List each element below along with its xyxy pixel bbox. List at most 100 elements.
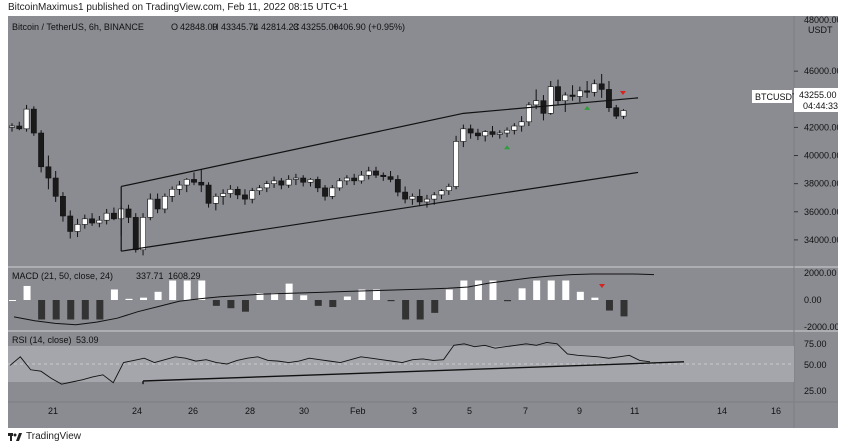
macd-tick-0: 0.00: [804, 295, 822, 305]
time-label: Feb: [350, 406, 366, 416]
candle-up: [431, 194, 438, 200]
macd-histogram-bar: [518, 288, 526, 300]
rsi-tick-50: 50.00: [804, 360, 827, 370]
candle-up: [285, 179, 292, 186]
time-label: 24: [132, 406, 142, 416]
macd-histogram-bar: [314, 300, 322, 306]
time-label: 21: [48, 406, 58, 416]
candle-up: [409, 196, 416, 200]
candle-down: [475, 132, 481, 137]
macd-histogram-bar: [212, 300, 220, 306]
macd-histogram-bar: [300, 295, 308, 300]
publish-caption: BitcoinMaximus1 published on TradingView…: [8, 2, 349, 13]
time-label: 7: [523, 406, 528, 416]
candle-up: [212, 196, 219, 204]
macd-histogram-bar: [576, 291, 584, 300]
time-label: 11: [630, 406, 639, 416]
candle-down: [598, 83, 605, 90]
candle-down: [569, 94, 576, 97]
candle-down: [132, 217, 139, 251]
candle-up: [576, 90, 583, 97]
time-label: 26: [188, 406, 198, 416]
macd-histogram-bar: [271, 292, 279, 300]
bullish-marker-icon: [584, 105, 591, 110]
candle-up: [140, 217, 146, 251]
macd-histogram-bar: [605, 300, 613, 311]
price-tick: 40000.00: [804, 151, 838, 161]
chart-canvas[interactable]: Bitcoin / TetherUS, 6h, BINANCE O 42848.…: [8, 15, 842, 428]
candle-up: [74, 224, 81, 232]
time-label: 28: [245, 406, 255, 416]
macd-histogram-bar: [285, 283, 293, 300]
candle-up: [147, 198, 154, 218]
candle-down: [278, 180, 285, 186]
price-candles: [9, 73, 627, 256]
macd-histogram-bar: [81, 300, 89, 320]
rsi-tick-25: 25.00: [804, 386, 827, 396]
macd-histogram-bar: [562, 280, 570, 300]
candle-down: [416, 196, 423, 203]
candle-down: [387, 176, 394, 180]
candle-up: [496, 132, 503, 135]
candle-up: [453, 141, 459, 187]
macd-histogram-bar: [52, 300, 60, 320]
macd-histogram-bar: [489, 280, 497, 300]
candle-up: [271, 180, 277, 184]
symbol-title: Bitcoin / TetherUS, 6h, BINANCE: [12, 22, 144, 32]
candle-down: [52, 177, 59, 197]
candle-up: [533, 100, 540, 106]
macd-histogram-bar: [140, 297, 148, 300]
candle-down: [555, 86, 561, 101]
ticker-label: BTCUSDT: [755, 92, 798, 102]
candle-up: [445, 186, 452, 191]
macd-tick-bottom: -2000.00: [804, 322, 838, 332]
candle-up: [183, 179, 190, 186]
candle-up: [482, 131, 489, 137]
bearish-marker-icon: [619, 91, 626, 95]
macd-tick-2000: 2000.00: [804, 268, 837, 278]
rsi-trend-line: [143, 361, 685, 382]
macd-histogram-bar: [460, 280, 468, 300]
macd-histogram-bar: [373, 289, 380, 300]
macd-signal-line: [13, 273, 655, 326]
candle-down: [394, 179, 401, 193]
macd-histogram-bar: [96, 300, 104, 320]
macd-histogram-bar: [125, 298, 133, 300]
candle-up: [307, 179, 314, 183]
candle-up: [460, 128, 467, 142]
macd-histogram-bar: [241, 300, 249, 312]
currency-label[interactable]: USDT: [808, 25, 833, 35]
candle-up: [547, 86, 554, 114]
candle-up: [176, 184, 183, 190]
macd-histogram-bar: [504, 300, 512, 302]
candle-up: [504, 129, 510, 134]
candle-down: [242, 194, 248, 200]
candle-up: [227, 188, 234, 194]
candle-up: [343, 177, 350, 182]
candle-up: [220, 193, 227, 197]
macd-histogram-bar: [533, 280, 541, 300]
currency-badge[interactable]: [804, 24, 834, 36]
price-tick-top: 48000.00: [804, 16, 838, 25]
ohlc-high-label: H: [212, 22, 219, 32]
ohlc-open: 42848.09: [180, 22, 218, 32]
candle-up: [249, 190, 256, 200]
candle-down: [111, 212, 117, 220]
candle-down: [191, 179, 197, 183]
candle-up: [438, 190, 445, 196]
candle-down: [584, 90, 591, 93]
candle-down: [322, 187, 328, 197]
price-tick: 46000.00: [804, 66, 838, 76]
ohlc-close: 43255.00: [301, 22, 339, 32]
candle-down: [38, 132, 45, 168]
countdown: 04:44:33: [803, 101, 838, 111]
candle-up: [293, 177, 299, 180]
ohlc-close-label: C: [293, 22, 300, 32]
candle-up: [23, 108, 30, 130]
candle-down: [467, 128, 474, 134]
chart-area[interactable]: Bitcoin / TetherUS, 6h, BINANCE O 42848.…: [8, 15, 842, 428]
candle-up: [263, 183, 270, 189]
candle-up: [525, 104, 532, 123]
candle-up: [161, 196, 168, 210]
macd-histogram-bar: [445, 289, 453, 300]
